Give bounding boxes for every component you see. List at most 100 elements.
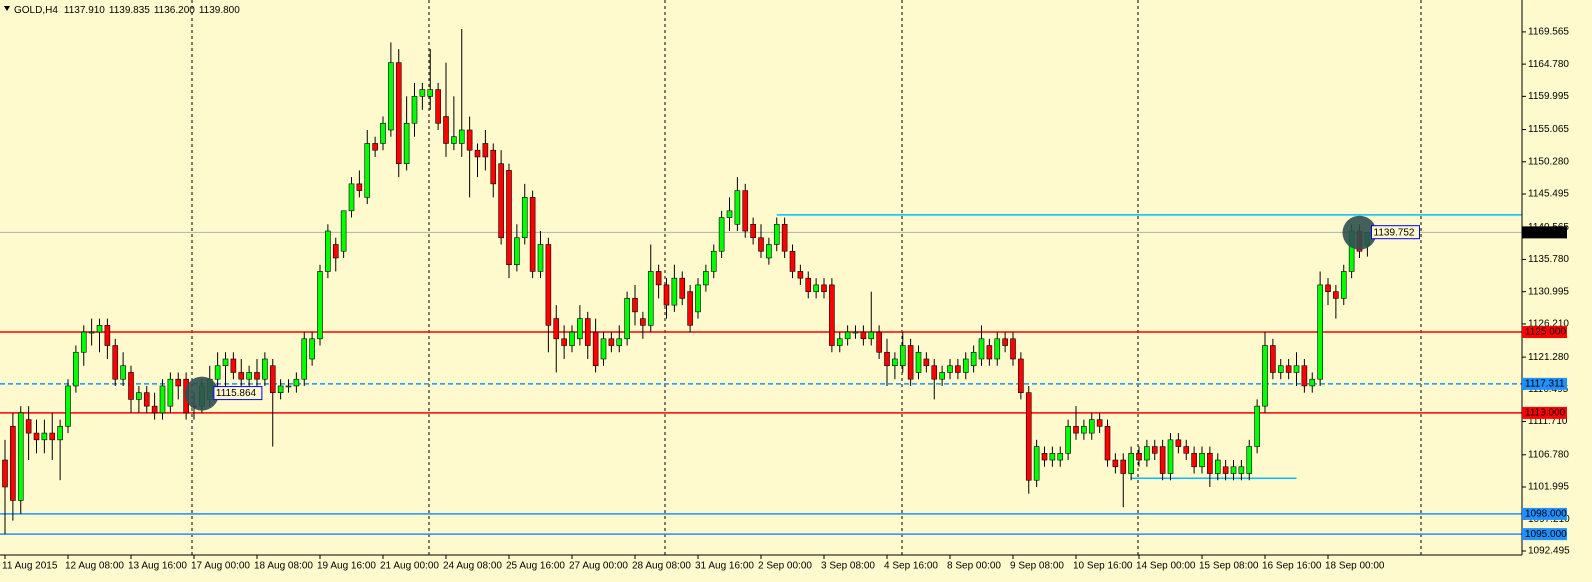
x-tick-label: 8 Sep 00:00: [947, 561, 1001, 572]
candle-body: [577, 318, 583, 340]
candle-body: [947, 365, 953, 373]
candle-body: [876, 331, 882, 353]
candle-body: [703, 271, 709, 286]
candle-body: [427, 89, 434, 97]
symbol: GOLD,H4: [14, 5, 58, 16]
candle-body: [301, 338, 308, 380]
candle-body: [632, 298, 638, 313]
candle-body: [356, 183, 363, 191]
candle-body: [521, 197, 528, 239]
candle-body: [899, 345, 906, 367]
candle-body: [789, 250, 796, 272]
candle-body: [309, 338, 315, 360]
x-tick-label: 17 Aug 00:00: [191, 561, 250, 572]
candle-body: [647, 271, 654, 326]
candle-body: [73, 351, 79, 387]
candle-body: [96, 325, 103, 333]
candle-body: [860, 331, 867, 340]
candle-body: [411, 96, 418, 124]
candle-body: [915, 351, 922, 373]
candle-body: [1081, 426, 1087, 434]
header-arrow: [4, 6, 10, 11]
candle-body: [545, 244, 552, 326]
candle-body: [1333, 291, 1339, 299]
candle-body: [616, 338, 623, 346]
y-tick-label: 1121.280: [1528, 352, 1569, 363]
candle-body: [1214, 459, 1221, 474]
candle-body: [1041, 452, 1048, 461]
candle-body: [923, 358, 930, 367]
candle-body: [1057, 452, 1064, 461]
level-label: 1095.000: [1525, 529, 1567, 540]
candle-body: [1073, 426, 1079, 434]
level-label-box: [1522, 406, 1567, 419]
candle-body: [238, 372, 245, 380]
y-tick-label: 1150.280: [1528, 156, 1569, 167]
candle-body: [1183, 446, 1190, 454]
candle-body: [805, 277, 812, 292]
x-tick-label: 4 Sep 16:00: [884, 561, 938, 572]
annotation-circle: [1342, 215, 1377, 250]
candle-body: [600, 338, 607, 360]
candle-body: [372, 143, 378, 151]
candle-body: [986, 345, 993, 360]
x-tick-label: 27 Aug 00:00: [569, 561, 628, 572]
x-tick-label: 21 Aug 00:00: [380, 561, 439, 572]
overlay: 1115.864 1139.752: [184, 215, 1420, 411]
candle-body: [128, 372, 134, 400]
candle-body: [955, 365, 961, 373]
candle-body: [419, 89, 426, 97]
candle-body: [380, 122, 386, 144]
candle-body: [254, 372, 260, 380]
candle-body: [262, 358, 268, 380]
candle-body: [120, 365, 126, 380]
candle-body: [348, 183, 355, 212]
candle-body: [482, 143, 489, 158]
candle-body: [537, 244, 544, 272]
candle-body: [766, 244, 772, 259]
candle-body: [884, 351, 890, 367]
x-tick-label: 12 Aug 08:00: [65, 561, 124, 572]
candle-body: [80, 331, 87, 353]
y-tick-label: 1092.495: [1528, 546, 1570, 557]
x-tick-label: 31 Aug 16:00: [695, 561, 754, 572]
candle-body: [451, 136, 457, 144]
y-tick-label: 1164.780: [1528, 59, 1569, 70]
x-tick-label: 24 Aug 08:00: [443, 561, 502, 572]
candle-body: [695, 284, 701, 313]
candle-body: [852, 331, 859, 334]
candle-body: [443, 116, 449, 144]
x-tick-label: 18 Aug 08:00: [254, 561, 313, 572]
candle-body: [529, 197, 536, 272]
candle-body: [167, 378, 174, 407]
candle-body: [1112, 459, 1119, 468]
candle-body: [57, 426, 63, 441]
candle-body: [490, 149, 497, 185]
annotation-circle: [184, 376, 219, 411]
candle-body: [285, 385, 292, 388]
candle-body: [10, 426, 16, 501]
candle-body: [1246, 446, 1253, 474]
candle-body: [136, 392, 142, 400]
candle-body: [112, 345, 119, 380]
candle-body: [750, 223, 756, 239]
candle-body: [939, 372, 945, 380]
candle-body: [797, 271, 804, 279]
candle-body: [17, 412, 24, 501]
candle-body: [1018, 358, 1024, 393]
x-tick-label: 28 Aug 08:00: [632, 561, 691, 572]
candle-body: [498, 163, 504, 239]
candle-body: [1002, 338, 1008, 346]
low: 1136.200: [154, 5, 195, 16]
candle-body: [1096, 419, 1103, 427]
candle-body: [1270, 345, 1276, 373]
candle-body: [1120, 459, 1127, 474]
open: 1137.910: [64, 5, 105, 16]
candle-body: [1207, 452, 1213, 474]
y-tick-label: 1145.495: [1528, 189, 1569, 200]
candle-body: [608, 338, 615, 346]
candle-body: [1065, 426, 1071, 454]
candle-body: [1167, 439, 1174, 474]
candle-body: [907, 345, 914, 380]
